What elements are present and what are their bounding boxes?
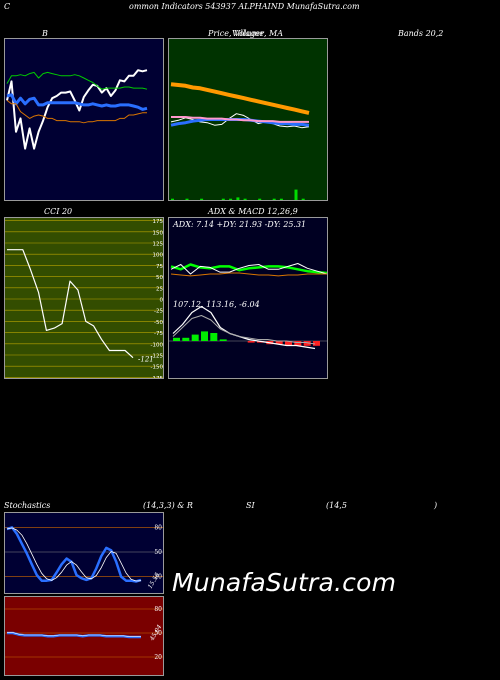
macd-histogram-bar xyxy=(191,334,199,341)
volume-bar xyxy=(243,198,247,200)
adx-line-1 xyxy=(170,263,327,275)
price-line-3 xyxy=(171,116,309,123)
bollinger-panel xyxy=(4,38,164,201)
bollinger-chart xyxy=(6,69,148,150)
cci-chart: 175 150 125 100 75 50 25 0 -25 -50 -75 -100 -125 -150… xyxy=(5,219,164,379)
cci-tick-label: -75 xyxy=(154,331,163,337)
stoch-label: Stochastics xyxy=(4,501,51,510)
header-title: ommon Indicators 543937 ALPHAIND MunafaS… xyxy=(129,2,360,11)
macd-values: 107.12, 113.16, -6.04 xyxy=(173,300,260,309)
rsi-tick-label: 80 xyxy=(154,606,162,613)
macd-signal-line xyxy=(172,315,316,345)
volume-bar xyxy=(279,198,283,200)
cci-tick-label: -125 xyxy=(151,354,164,360)
bb-line-1 xyxy=(6,93,148,111)
cci-tick-label: -50 xyxy=(154,320,163,326)
macd-histogram-bar xyxy=(303,341,311,346)
rsi-close: ) xyxy=(434,501,438,510)
stoch-line-k xyxy=(6,526,142,583)
rsi-params: (14,5 xyxy=(326,501,347,510)
macd-histogram-bar xyxy=(173,337,180,341)
adx-values: ADX: 7.14 +DY: 21.93 -DY: 25.31 xyxy=(173,220,307,229)
stoch-last-value: 15.56 xyxy=(147,571,162,590)
bands-label: Bands 20,2 xyxy=(398,29,444,38)
stoch-tick-label: 80 xyxy=(154,524,162,531)
volume-bar xyxy=(171,198,174,200)
cci-tick-label: 175 xyxy=(153,219,164,225)
stoch-panel: 80 50 20 15.56 xyxy=(4,512,164,594)
rsi-line xyxy=(7,631,141,639)
cci-last-value: -121 xyxy=(138,356,154,364)
price-title: Price, Volume, MA xyxy=(208,29,284,38)
header-left: C xyxy=(4,2,11,11)
volume-bar xyxy=(229,198,233,200)
cci-tick-label: -100 xyxy=(151,342,164,348)
price-overlap: Villager xyxy=(232,29,264,38)
stoch-params: (14,3,3) & R xyxy=(143,501,193,510)
volume-bar xyxy=(258,198,262,200)
adx-macd-chart xyxy=(169,263,327,350)
macd-histogram-bar xyxy=(219,339,227,341)
watermark: MunafaSutra.com xyxy=(172,568,397,597)
macd-histogram-bar xyxy=(313,341,320,346)
bb-label: B xyxy=(42,29,48,38)
volume-bar xyxy=(301,198,305,200)
cci-tick-label: 150 xyxy=(153,230,164,236)
volume-bar xyxy=(221,198,225,200)
adx-macd-label: ADX & MACD 12,26,9 xyxy=(208,207,298,216)
stoch-tick-label: 50 xyxy=(154,549,162,556)
volume-bar xyxy=(294,189,298,200)
cci-line xyxy=(7,249,134,359)
bb-line-0 xyxy=(6,69,148,150)
rsi-line-thin xyxy=(7,632,141,637)
rsi-tick-label: 50 xyxy=(154,630,162,637)
stoch-line-d xyxy=(6,527,142,582)
macd-histogram-bar xyxy=(182,337,190,341)
volume-bar xyxy=(185,198,189,200)
macd-histogram-bar xyxy=(247,341,255,343)
stoch-tick-label: 20 xyxy=(154,574,162,581)
volume-bar xyxy=(200,198,204,200)
cci-tick-label: -25 xyxy=(154,309,163,315)
macd-histogram-bar xyxy=(294,341,302,346)
macd-histogram-bar xyxy=(201,331,208,341)
cci-tick-label: 25 xyxy=(156,286,163,292)
rsi-tick-label: 20 xyxy=(154,654,162,661)
adx-line-0 xyxy=(170,263,327,275)
rsi-panel: 80 50 20 45.04 xyxy=(4,596,164,676)
si-label: SI xyxy=(246,501,255,510)
cci-panel: 175 150 125 100 75 50 25 0 -25 -50 -75 -100 -125 -150… xyxy=(4,217,164,379)
bb-line-3 xyxy=(6,100,147,124)
cci-tick-label: 50 xyxy=(156,275,163,281)
volume-bar xyxy=(236,197,240,200)
macd-histogram-bar xyxy=(210,333,218,341)
price-panel xyxy=(168,38,328,201)
cci-label: CCI 20 xyxy=(44,207,73,216)
macd-line xyxy=(172,305,316,350)
adx-line-2 xyxy=(170,272,327,277)
price-chart xyxy=(170,82,310,200)
macd-histogram-bar xyxy=(285,341,292,346)
cci-tick-label: 125 xyxy=(153,242,164,248)
bb-line-2 xyxy=(6,71,148,90)
adx-macd-panel: ADX: 7.14 +DY: 21.93 -DY: 25.31 107.12, … xyxy=(168,217,328,379)
volume-bar xyxy=(272,198,276,200)
cci-tick-label: 75 xyxy=(156,264,163,270)
cci-tick-label: -175 xyxy=(151,376,164,379)
macd-histogram-bar xyxy=(275,341,283,345)
cci-tick-label: 100 xyxy=(153,253,164,259)
cci-tick-label: 0 xyxy=(160,298,164,304)
cci-tick-label: -150 xyxy=(151,365,164,371)
price-line-0 xyxy=(170,82,310,115)
